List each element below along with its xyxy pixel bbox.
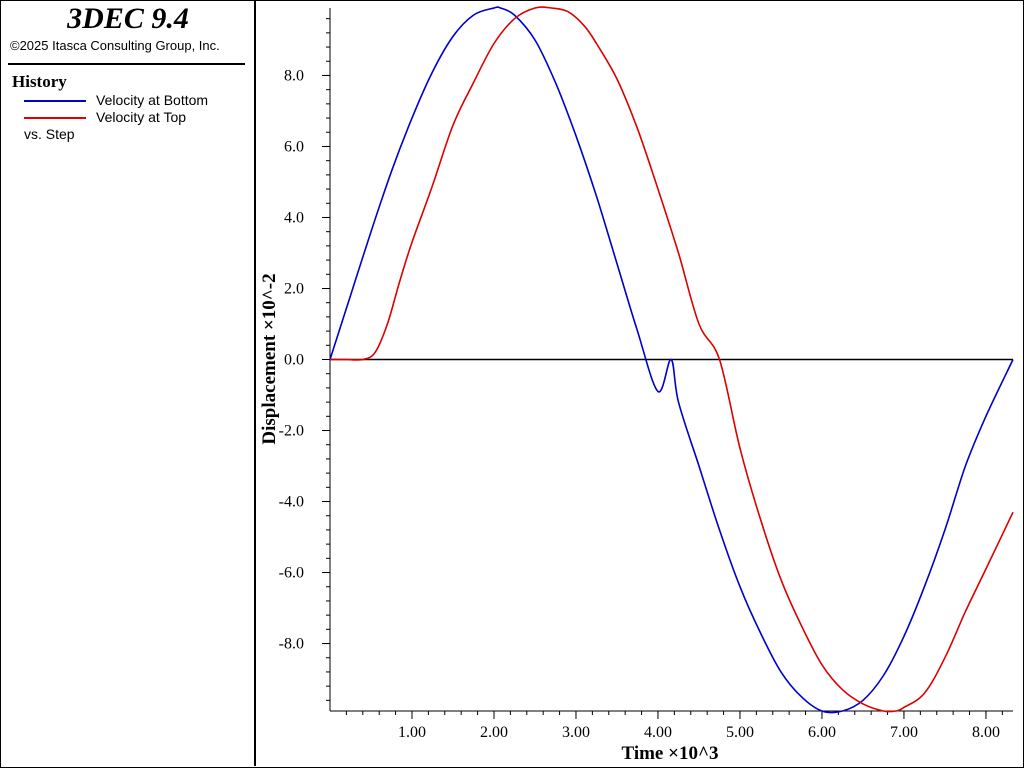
legend-heading: History [12,72,67,91]
x-tick-label: 4.00 [644,724,672,741]
series-layer [329,6,1014,714]
x-axis-title: Time ×10^3 [622,743,719,764]
y-axis-title: Displacement ×10^-2 [259,273,280,444]
x-tick-label: 8.00 [972,724,1000,741]
legend-swatch-bottom [24,100,86,102]
y-tick-label: 4.0 [284,209,304,226]
legend-versus-label: vs. Step [24,126,75,142]
series-line-velocity-top [329,6,1014,713]
x-tick-label: 6.00 [808,724,836,741]
x-tick-label: 7.00 [890,724,918,741]
x-tick-label: 5.00 [726,724,754,741]
x-tick-label: 2.00 [480,724,508,741]
legend-label-top: Velocity at Top [96,109,187,125]
title-divider [8,63,245,65]
legend-label-bottom: Velocity at Bottom [96,92,209,108]
y-tick-label: -6.0 [279,565,304,582]
copyright-text: ©2025 Itasca Consulting Group, Inc. [10,38,220,53]
series-line-velocity-bottom [329,6,1014,714]
y-tick-label: -2.0 [279,423,304,440]
y-tick-label: 2.0 [284,280,304,297]
y-tick-label: 0.0 [284,352,304,369]
y-tick-label: -4.0 [279,494,304,511]
x-tick-label: 1.00 [398,724,426,741]
axes-layer: 8.0 6.0 4.0 2.0 0.0 -2.0 -4.0 -6.0 -8.0 1.00 2.00 3… [279,8,1013,741]
legend-panel: 3DEC 9.4 ©2025 Itasca Consulting Group, … [0,0,256,766]
app-title: 3DEC 9.4 [67,2,189,35]
y-tick-label: 8.0 [284,67,304,84]
y-tick-label: 6.0 [284,138,304,155]
legend-swatch-top [24,117,86,119]
y-tick-label: -8.0 [279,636,304,653]
x-tick-label: 3.00 [562,724,590,741]
